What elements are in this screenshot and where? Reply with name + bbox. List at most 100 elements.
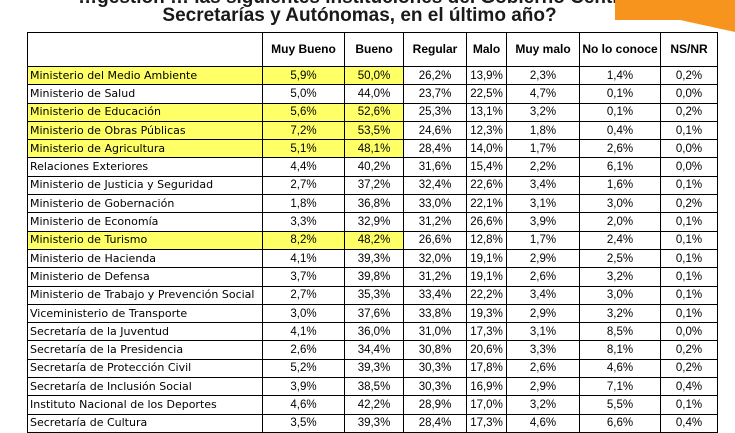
table-row: Ministerio de Gobernación 1,8% 36,8% 33,0% 2… (27, 194, 718, 214)
value-cell: 4,6% (262, 395, 345, 415)
value-cell: 2,3% (506, 65, 580, 86)
institution-name: Secretaría de la Juventud (27, 322, 263, 342)
column-header: Bueno (344, 32, 404, 67)
value-cell: 1,6% (579, 175, 661, 196)
value-cell: 19,3% (466, 303, 507, 324)
value-cell: 5,1% (262, 139, 345, 159)
value-cell: 14,0% (466, 139, 507, 159)
value-cell: 30,3% (403, 358, 467, 379)
value-cell: 26,6% (466, 212, 507, 232)
table-row: Secretaría de Cultura 3,5% 39,3% 28,4% 17,3%… (27, 413, 718, 433)
value-cell: 1,7% (506, 230, 580, 250)
value-cell: 7,2% (262, 120, 345, 141)
value-cell: 0,1% (660, 303, 718, 324)
value-cell: 3,9% (506, 212, 580, 232)
institution-name: Ministerio de Hacienda (27, 248, 263, 269)
value-cell: 31,6% (403, 157, 467, 177)
value-cell: 28,4% (403, 413, 467, 433)
value-cell: 31,2% (403, 267, 467, 287)
value-cell: 42,2% (344, 395, 404, 415)
value-cell: 3,7% (262, 267, 345, 287)
table-row: Viceministerio de Transporte 3,0% 37,6% 33,… (27, 303, 718, 324)
table-row: Ministerio de Obras Públicas 7,2% 53,5% 24,… (27, 120, 718, 141)
institution-name: Viceministerio de Transporte (27, 303, 263, 324)
value-cell: 38,5% (344, 377, 404, 397)
value-cell: 16,9% (466, 377, 507, 397)
value-cell: 33,8% (403, 303, 467, 324)
value-cell: 0,0% (660, 322, 718, 342)
value-cell: 26,6% (403, 230, 467, 250)
value-cell: 12,3% (466, 120, 507, 141)
table-row: Secretaría de la Juventud 4,1% 36,0% 31,0% 1… (27, 322, 718, 342)
value-cell: 3,5% (262, 413, 345, 433)
table-row: Relaciones Exteriores 4,4% 40,2% 31,6% 15,4%… (27, 157, 718, 177)
title-area: …gestión … las siguientes instituciones … (0, 0, 735, 34)
value-cell: 50,0% (344, 65, 404, 86)
table-row: Ministerio de Trabajo y Prevención Socia… (27, 285, 718, 305)
value-cell: 36,0% (344, 322, 404, 342)
table-row: Ministerio de Salud 5,0% 44,0% 23,7% 22,5% 4,… (27, 84, 718, 104)
value-cell: 4,1% (262, 322, 345, 342)
value-cell: 37,6% (344, 303, 404, 324)
table-row: Ministerio de Economía 3,3% 32,9% 31,2% 26,6… (27, 212, 718, 232)
value-cell: 0,1% (660, 395, 718, 415)
value-cell: 2,6% (506, 358, 580, 379)
value-cell: 0,1% (660, 248, 718, 269)
value-cell: 17,0% (466, 395, 507, 415)
value-cell: 17,3% (466, 322, 507, 342)
institution-name: Relaciones Exteriores (27, 157, 263, 177)
value-cell: 25,3% (403, 102, 467, 122)
value-cell: 3,9% (262, 377, 345, 397)
value-cell: 36,8% (344, 194, 404, 214)
value-cell: 2,5% (579, 248, 661, 269)
results-table: Muy Bueno Bueno Regular Malo Muy malo No lo c… (27, 32, 718, 433)
value-cell: 0,2% (660, 194, 718, 214)
institution-name: Ministerio de Salud (27, 84, 263, 104)
value-cell: 2,2% (506, 157, 580, 177)
value-cell: 22,6% (466, 175, 507, 196)
value-cell: 0,1% (660, 212, 718, 232)
value-cell: 2,7% (262, 285, 345, 305)
table-row: Ministerio de Hacienda 4,1% 39,3% 32,0% 19,1… (27, 248, 718, 269)
value-cell: 32,4% (403, 175, 467, 196)
value-cell: 0,0% (660, 84, 718, 104)
corner-banner-tip (680, 20, 735, 32)
value-cell: 33,0% (403, 194, 467, 214)
value-cell: 13,1% (466, 102, 507, 122)
value-cell: 3,0% (579, 285, 661, 305)
value-cell: 24,6% (403, 120, 467, 141)
value-cell: 0,1% (660, 285, 718, 305)
value-cell: 6,1% (579, 157, 661, 177)
table-row: Ministerio de Justicia y Seguridad 2,7% 37… (27, 175, 718, 196)
table-row: Ministerio del Medio Ambiente 5,9% 50,0% 26… (27, 65, 718, 86)
value-cell: 0,1% (579, 84, 661, 104)
table-row: Instituto Nacional de los Deportes 4,6% 42… (27, 395, 718, 415)
corner-banner (615, 0, 735, 20)
value-cell: 8,5% (579, 322, 661, 342)
value-cell: 32,0% (403, 248, 467, 269)
value-cell: 44,0% (344, 84, 404, 104)
value-cell: 0,1% (579, 102, 661, 122)
value-cell: 5,2% (262, 358, 345, 379)
title-line-1: …gestión … las siguientes instituciones … (0, 0, 727, 9)
institution-name: Ministerio de Obras Públicas (27, 120, 263, 141)
value-cell: 40,2% (344, 157, 404, 177)
value-cell: 39,3% (344, 413, 404, 433)
institution-name: Ministerio de Gobernación (27, 194, 263, 214)
table-row: Secretaría de Inclusión Social 3,9% 38,5% 3… (27, 377, 718, 397)
column-header: Muy Bueno (262, 32, 345, 67)
institution-name: Secretaría de la Presidencia (27, 340, 263, 360)
value-cell: 5,9% (262, 65, 345, 86)
value-cell: 28,4% (403, 139, 467, 159)
value-cell: 17,8% (466, 358, 507, 379)
value-cell: 3,3% (262, 212, 345, 232)
value-cell: 3,1% (506, 194, 580, 214)
value-cell: 7,1% (579, 377, 661, 397)
value-cell: 0,4% (579, 120, 661, 141)
institution-name: Secretaría de Inclusión Social (27, 377, 263, 397)
value-cell: 0,1% (660, 120, 718, 141)
column-header: NS/NR (660, 32, 718, 67)
value-cell: 3,0% (262, 303, 345, 324)
value-cell: 2,4% (579, 230, 661, 250)
value-cell: 0,1% (660, 267, 718, 287)
